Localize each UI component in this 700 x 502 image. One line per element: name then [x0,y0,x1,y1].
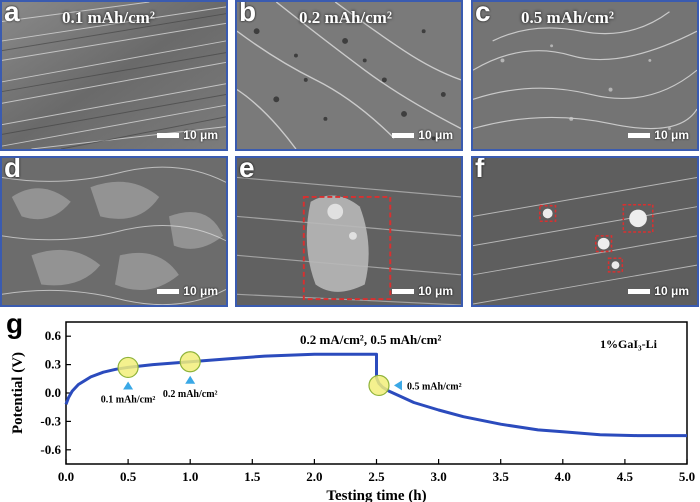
panel-label: f [475,156,485,183]
y-axis-label: Potential (V) [10,352,26,434]
scale-bar-line [628,288,651,294]
y-tick-label: -0.3 [40,413,61,428]
x-tick-label: 3.5 [493,469,510,484]
scale-bar-label: 10 μm [654,284,689,298]
x-axis-label: Testing time (h) [326,488,426,502]
panel-label: d [4,156,22,183]
x-tick-label: 2.0 [306,469,322,484]
sem-texture [237,2,461,149]
scale-bar-label: 10 μm [418,128,453,142]
scale-bar: 10 μm [392,284,453,298]
scale-bar-label: 10 μm [418,284,453,298]
scale-bar: 10 μm [157,128,218,142]
scale-bar: 10 μm [628,128,689,142]
sem-texture [237,158,461,305]
marker-label: 0.1 mAh/cm² [101,394,156,405]
x-tick-label: 4.5 [617,469,634,484]
sem-texture [2,2,226,149]
x-tick-label: 0.0 [58,469,74,484]
data-marker [179,351,201,373]
highlight-box [607,257,624,273]
highlight-box [302,195,392,301]
y-tick-label: 0.3 [45,357,62,372]
y-tick-label: 0.0 [45,385,61,400]
data-marker [368,374,390,397]
sem-panel-a: a 0.1 mAh/cm² 10 μm [0,0,228,151]
sem-texture [2,158,226,305]
scale-bar-line [157,132,180,138]
panel-label: c [475,0,491,27]
scale-bar-line [628,132,651,138]
panel-label: e [239,156,255,183]
sem-panel-d: d 10 μm [0,156,228,307]
marker-label: 0.5 mAh/cm² [407,381,462,392]
scale-bar: 10 μm [157,284,218,298]
marker-label: 0.2 mAh/cm² [163,389,218,400]
scale-bar: 10 μm [628,284,689,298]
y-tick-label: -0.6 [40,442,61,457]
panel-label: a [4,0,20,27]
chart-title: 0.2 mA/cm², 0.5 mAh/cm² [300,332,441,347]
sem-panel-f: f 10 μm [471,156,699,307]
legend-label: 1%GaI₃-Li [600,337,658,351]
x-tick-label: 2.5 [368,469,385,484]
marker-arrow [123,381,134,390]
data-marker [117,356,139,379]
sem-panel-e: e 10 μm [235,156,463,307]
panel-title: 0.5 mAh/cm² [521,8,614,27]
panel-label: b [239,0,257,27]
potential-chart: 0.0 0.5 1.0 1.5 2.0 2.5 3.0 3.5 4.0 4.5 5.0 0.6 0.3 0… [0,310,700,502]
x-tick-label: 4.0 [555,469,571,484]
marker-arrow [185,375,196,384]
chart-panel-label: g [6,308,24,339]
scale-bar-line [392,288,415,294]
marker-arrow [393,380,402,391]
scale-bar-label: 10 μm [654,128,689,142]
sem-panel-b: b 0.2 mAh/cm² 10 μm [235,0,463,151]
panel-title: 0.1 mAh/cm² [62,8,155,27]
x-tick-label: 1.5 [244,469,261,484]
x-tick-label: 1.0 [182,469,198,484]
x-tick-label: 3.0 [430,469,446,484]
series-line [64,352,687,438]
scale-bar-label: 10 μm [183,128,218,142]
x-tick-label: 0.5 [120,469,137,484]
scale-bar: 10 μm [392,128,453,142]
sem-texture [473,2,697,149]
scale-bar-label: 10 μm [183,284,218,298]
y-tick-label: 0.6 [45,328,62,343]
sem-panel-c: c 0.5 mAh/cm² 10 μm [471,0,699,151]
panel-title: 0.2 mAh/cm² [299,8,392,27]
chart-canvas: 0.0 0.5 1.0 1.5 2.0 2.5 3.0 3.5 4.0 4.5 5.0 0.6 0.3 0… [10,321,695,502]
scale-bar-line [392,132,415,138]
scale-bar-line [157,288,180,294]
sem-texture [473,158,697,305]
x-tick-label: 5.0 [679,469,695,484]
